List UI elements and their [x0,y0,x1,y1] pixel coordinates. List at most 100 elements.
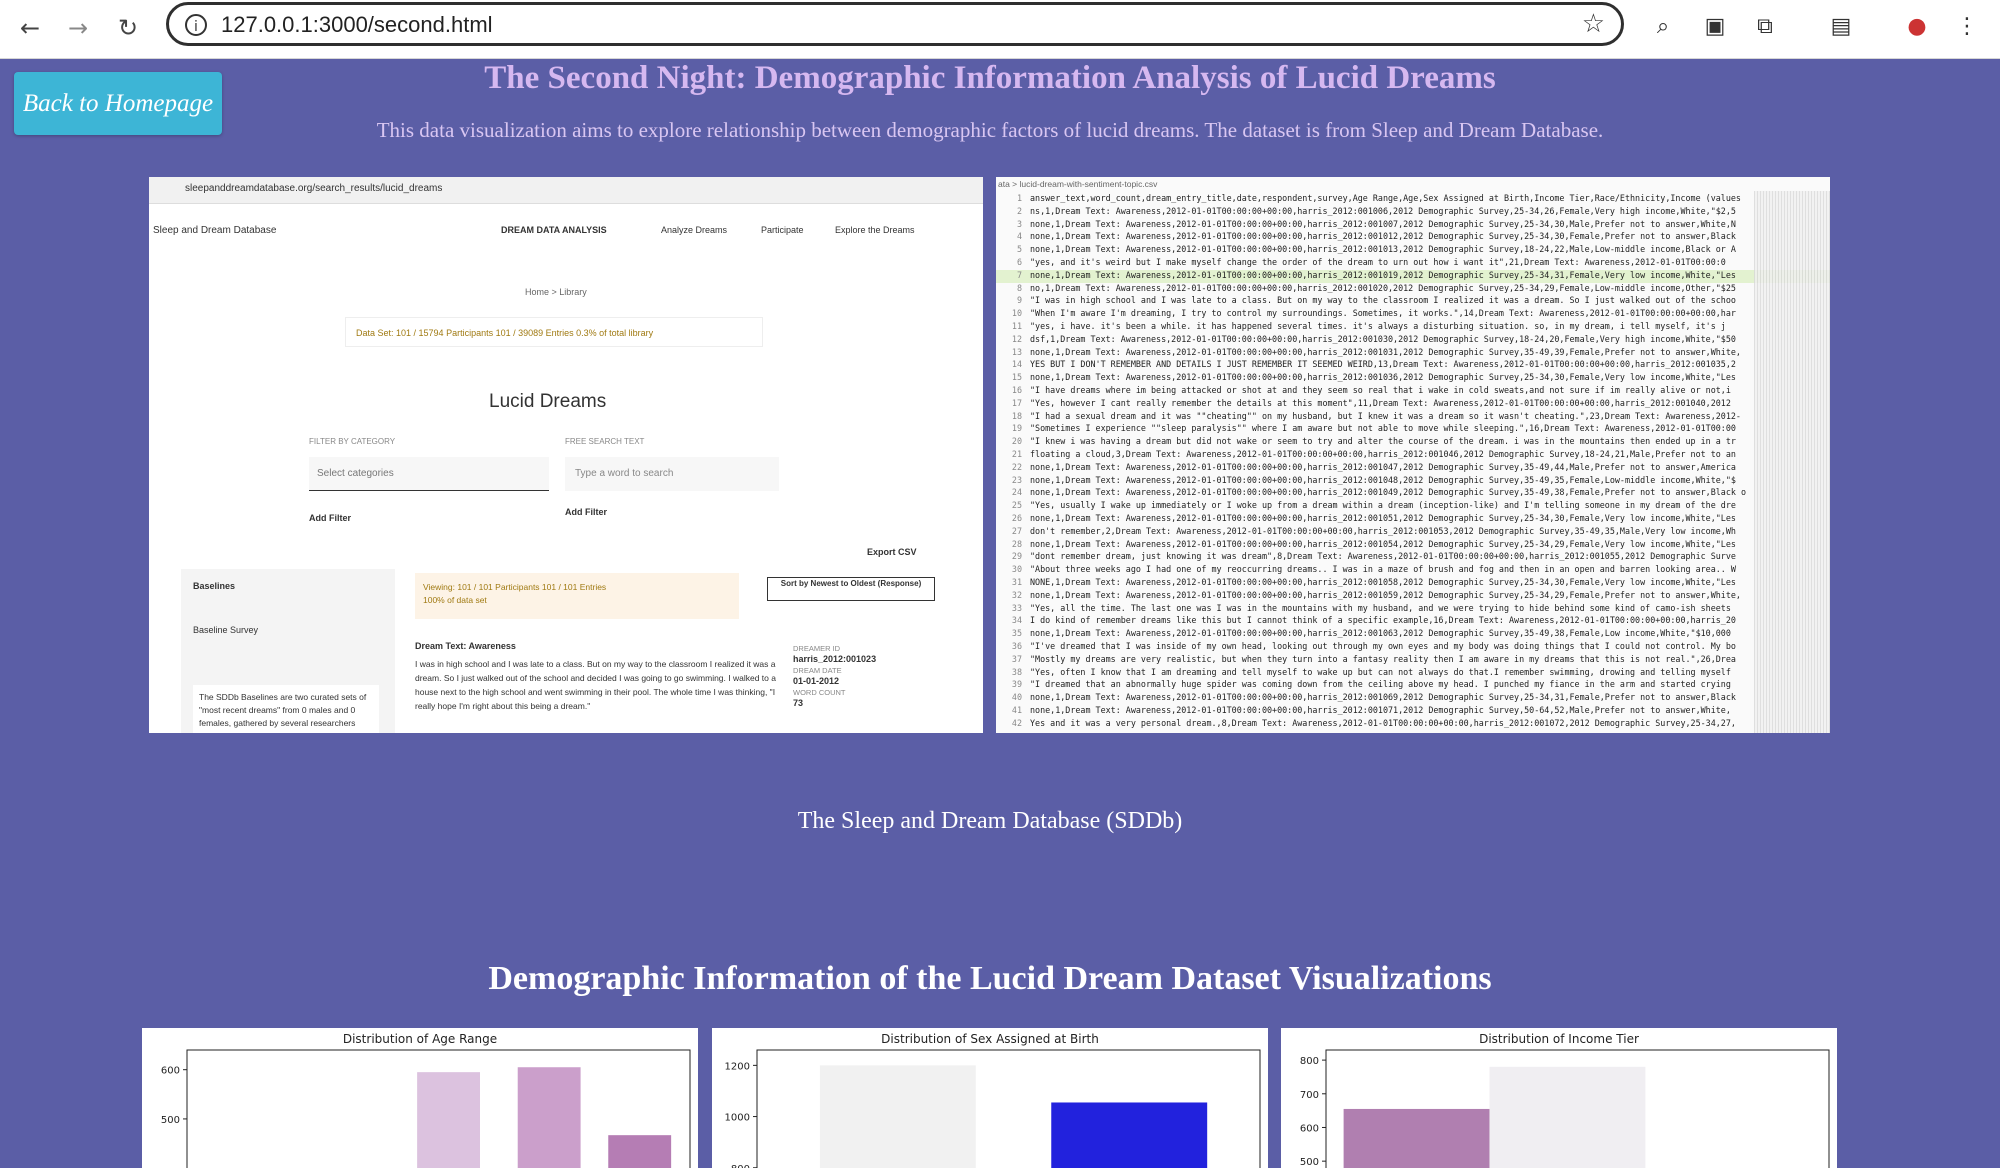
csv-line: 13 none,1,Dream Text: Awareness,2012-01-0… [996,347,1830,360]
y-tick-label: 1200 [725,1061,750,1072]
csv-line: 33 "Yes, all the time. The last one was I… [996,603,1830,616]
csv-line-number: 34 [1011,615,1022,626]
csv-line: 23 none,1,Dream Text: Awareness,2012-01-0… [996,475,1830,488]
csv-line-text: none,1,Dream Text: Awareness,2012-01-01T… [1030,538,1736,549]
csv-line: 24 none,1,Dream Text: Awareness,2012-01-0… [996,487,1830,500]
csv-line-text: none,1,Dream Text: Awareness,2012-01-01T… [1030,487,1746,498]
screenshot-baselines-title: Baselines [193,581,236,591]
csv-line-number: 3 [1016,218,1022,229]
csv-line: 3 none,1,Dream Text: Awareness,2012-01-01… [996,219,1830,232]
csv-line: 42 Yes and it was a very personal dream.,… [996,718,1830,731]
csv-line-text: "I have dreams where im being attacked o… [1030,385,1731,395]
extensions-puzzle-icon[interactable]: ⧉ [1757,14,1773,39]
csv-line-text: "About three weeks ago I had one of my r… [1030,564,1736,575]
screenshot-browser-bar: sleepanddreamdatabase.org/search_results… [149,177,983,204]
chart-bar [1343,1108,1500,1168]
csv-line: 28 none,1,Dream Text: Awareness,2012-01-0… [996,539,1830,552]
csv-line-number: 36 [1011,641,1022,651]
screenshot-add-filter-2: Add Filter [565,507,607,517]
income-chart-svg: Distribution of Income Tier 500 600 700 800 [1300,1032,1830,1168]
csv-line-number: 9 [1016,295,1022,306]
screenshot-baselines-panel: Baselines Baseline Survey The SDDb Basel… [181,569,395,733]
csv-line: 11 "yes, i have. it's been a while. it ha… [996,321,1830,334]
csv-line-number: 35 [1011,628,1022,639]
screenshot-brand: Sleep and Dream Database [153,225,277,236]
bookmark-star-icon[interactable]: ☆ [1581,9,1605,39]
y-tick-label: 500 [1300,1157,1319,1168]
extension-screen-icon[interactable]: ▣ [1704,14,1726,39]
csv-line-number: 4 [1016,231,1022,242]
csv-line-number: 29 [1011,551,1022,562]
csv-line-text: none,1,Dream Text: Awareness,2012-01-01T… [1030,628,1731,639]
csv-line-number: 23 [1011,474,1022,485]
csv-line: 40 none,1,Dream Text: Awareness,2012-01-0… [996,692,1830,705]
chart-bar [1489,1066,1646,1168]
csv-line: 17 "Yes, however I cant really remember t… [996,398,1830,411]
csv-line-text: "When I'm aware I'm dreaming, I try to c… [1030,308,1736,319]
csv-line: 9 "I was in high school and I was late to… [996,295,1830,308]
csv-line-number: 15 [1011,372,1022,383]
menu-dots-icon[interactable]: ⋮ [1956,14,1978,39]
screenshot-viewing-pct: 100% of data set [423,595,487,605]
csv-line-text: floating a cloud,3,Dream Text: Awareness… [1030,449,1736,459]
site-info-icon[interactable]: i [185,14,207,36]
extension-search-icon[interactable]: ⌕ [1656,14,1670,39]
dreamer-id-value: harris_2012:001023 [793,654,877,664]
forward-arrow-icon[interactable]: → [67,14,89,42]
word-count-value: 73 [793,698,804,708]
csv-line-number: 16 [1011,385,1022,395]
csv-line-number: 6 [1016,257,1022,267]
csv-line-text: none,1,Dream Text: Awareness,2012-01-01T… [1030,244,1736,255]
csv-line-number: 28 [1011,538,1022,549]
csv-line-text: none,1,Dream Text: Awareness,2012-01-01T… [1030,589,1741,600]
dreamer-id-label: DREAMER ID [793,644,841,653]
csv-line-text: none,1,Dream Text: Awareness,2012-01-01T… [1030,513,1736,523]
chart-title: Distribution of Age Range [343,1032,497,1046]
csv-line: 32 none,1,Dream Text: Awareness,2012-01-0… [996,590,1830,603]
csv-line-text: none,1,Dream Text: Awareness,2012-01-01T… [1030,705,1731,715]
csv-line-number: 20 [1011,436,1022,447]
screenshot-url: sleepanddreamdatabase.org/search_results… [185,183,443,194]
csv-line-number: 24 [1011,487,1022,498]
chart-title: Distribution of Sex Assigned at Birth [881,1032,1099,1046]
chart-axes [1325,1049,1830,1168]
csv-line-number: 25 [1011,500,1022,511]
csv-line: 26 none,1,Dream Text: Awareness,2012-01-0… [996,513,1830,526]
screenshot-baselines-text: The SDDb Baselines are two curated sets … [193,685,379,733]
csv-line-text: "I've dreamed that I was inside of my ow… [1030,641,1736,651]
csv-line-text: dsf,1,Dream Text: Awareness,2012-01-01T0… [1030,333,1736,344]
csv-line: 39 "I dreamed that an abnormally huge spi… [996,679,1830,692]
csv-line: 35 none,1,Dream Text: Awareness,2012-01-0… [996,628,1830,641]
csv-line-text: none,1,Dream Text: Awareness,2012-01-01T… [1030,474,1736,485]
screenshot-nav-2: Participate [761,225,804,235]
csv-line-number: 40 [1011,692,1022,703]
address-bar[interactable]: i 127.0.0.1:3000/second.html ☆ [166,2,1624,46]
csv-line-text: "yes, i have. it's been a while. it has … [1030,321,1726,331]
back-to-homepage-button[interactable]: Back to Homepage [14,72,222,135]
csv-line-text: none,1,Dream Text: Awareness,2012-01-01T… [1030,461,1736,472]
csv-line: 34 I do kind of remember dreams like this… [996,615,1830,628]
chart-bar [819,1065,976,1168]
screenshot-export-csv: Export CSV [867,547,917,557]
csv-line-number: 10 [1011,308,1022,319]
csv-line: 30 "About three weeks ago I had one of my… [996,564,1830,577]
chart-axes [186,1049,691,1168]
csv-line-text: ns,1,Dream Text: Awareness,2012-01-01T00… [1030,205,1736,216]
back-arrow-icon[interactable]: ← [19,14,41,42]
csv-line: 14 YES BUT I DON'T REMEMBER AND DETAILS I… [996,359,1830,372]
y-tick-label: 800 [1300,1056,1319,1067]
screenshot-dream-title: Dream Text: Awareness [415,641,516,651]
dream-date-value: 01-01-2012 [793,676,840,686]
age-range-chart-svg: Distribution of Age Range 500 600 [161,1032,691,1168]
y-tick-label: 800 [731,1164,750,1168]
csv-line: 12 dsf,1,Dream Text: Awareness,2012-01-01… [996,334,1830,347]
screenshot-dream-meta: DREAMER ID harris_2012:001023 DREAM DATE… [793,643,876,709]
sidebar-icon[interactable]: ▤ [1830,14,1852,39]
profile-avatar-icon[interactable]: ● [1907,14,1927,39]
screenshot-dataset-stats: Data Set: 101 / 15794 Participants 101 /… [345,317,763,347]
reload-icon[interactable]: ↻ [117,14,139,42]
url-text[interactable]: 127.0.0.1:3000/second.html [221,12,493,37]
csv-line-number: 22 [1011,461,1022,472]
csv-line-number: 30 [1011,564,1022,575]
csv-line: 21 floating a cloud,3,Dream Text: Awarene… [996,449,1830,462]
